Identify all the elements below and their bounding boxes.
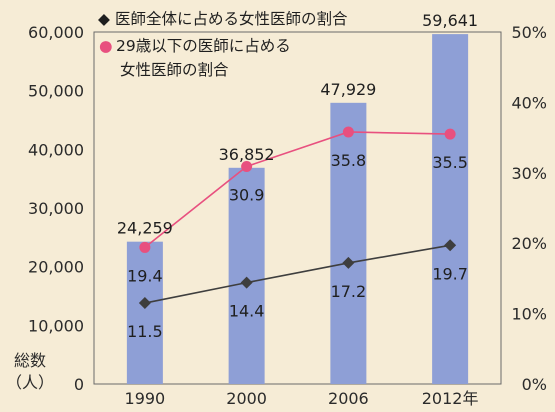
left-axis-label-line1: 総数 — [14, 351, 46, 370]
bar — [330, 102, 367, 385]
series-line — [144, 131, 451, 249]
bar-series — [126, 34, 469, 385]
right-tick-label: 40% — [511, 93, 547, 112]
series-marker-diamond — [444, 239, 457, 252]
right-tick-label: 50% — [511, 23, 547, 42]
left-tick-label: 60,000 — [28, 23, 84, 42]
bar — [126, 241, 163, 384]
series-marker-circle — [342, 126, 354, 138]
series-line — [144, 244, 451, 304]
series-2-value-label: 19.4 — [127, 266, 163, 285]
legend-series-2-label-line2: 女性医師の割合 — [120, 60, 229, 79]
line-series — [138, 126, 457, 310]
x-tick-label: 1990 — [125, 389, 166, 408]
bar-value-label: 59,641 — [422, 11, 478, 30]
bar-value-label: 36,852 — [219, 145, 275, 164]
right-tick-label: 10% — [511, 305, 547, 324]
x-axis-ticks: 1990 2000 2006 2012年 — [125, 389, 479, 408]
series-marker-diamond — [342, 256, 355, 269]
bar — [228, 167, 265, 384]
series-marker-circle — [241, 160, 253, 172]
left-tick-label: 10,000 — [28, 316, 84, 335]
plot-frame — [93, 31, 502, 385]
left-axis-ticks: 60,000 50,000 40,000 30,000 20,000 10,000 0 — [28, 23, 84, 394]
series-marker-diamond — [138, 297, 151, 310]
right-tick-label: 30% — [511, 164, 547, 183]
right-tick-label: 20% — [511, 234, 547, 253]
series-2-value-label: 35.5 — [432, 153, 468, 172]
series-marker-diamond — [240, 276, 253, 289]
series-2-value-label: 35.8 — [331, 151, 367, 170]
left-tick-label: 30,000 — [28, 199, 84, 218]
left-axis-label-line2: （人） — [6, 373, 54, 392]
bar-value-label: 47,929 — [320, 80, 376, 99]
data-labels: 24,259 36,852 47,929 59,641 11.5 14.4 17.2 19.7… — [117, 11, 478, 341]
left-tick-label: 40,000 — [28, 140, 84, 159]
x-tick-label: 2006 — [328, 389, 369, 408]
series-1-value-label: 19.7 — [432, 264, 468, 283]
series-1-value-label: 14.4 — [229, 302, 265, 321]
legend-diamond-icon: ◆ — [98, 10, 110, 28]
series-1-value-label: 17.2 — [331, 282, 367, 301]
right-axis-ticks: 50% 40% 30% 20% 10% 0% — [511, 23, 547, 394]
series-marker-circle — [444, 128, 456, 140]
left-tick-label: 0 — [74, 375, 84, 394]
right-tick-label: 0% — [522, 375, 547, 394]
x-tick-label: 2012年 — [422, 389, 479, 408]
series-marker-circle — [139, 241, 151, 253]
legend: ◆ 医師全体に占める女性医師の割合 ● 29歳以下の医師に占める 女性医師の割合 — [98, 9, 348, 79]
legend-series-2-label-line1: 29歳以下の医師に占める — [116, 37, 291, 55]
x-tick-label: 2000 — [226, 389, 267, 408]
legend-circle-icon: ● — [99, 37, 113, 55]
legend-series-1-label: 医師全体に占める女性医師の割合 — [115, 9, 348, 28]
left-tick-label: 50,000 — [28, 82, 84, 101]
series-1-value-label: 11.5 — [127, 322, 163, 341]
bar-value-label: 24,259 — [117, 219, 173, 238]
series-2-value-label: 30.9 — [229, 185, 265, 204]
bar — [432, 34, 469, 384]
left-tick-label: 20,000 — [28, 258, 84, 277]
